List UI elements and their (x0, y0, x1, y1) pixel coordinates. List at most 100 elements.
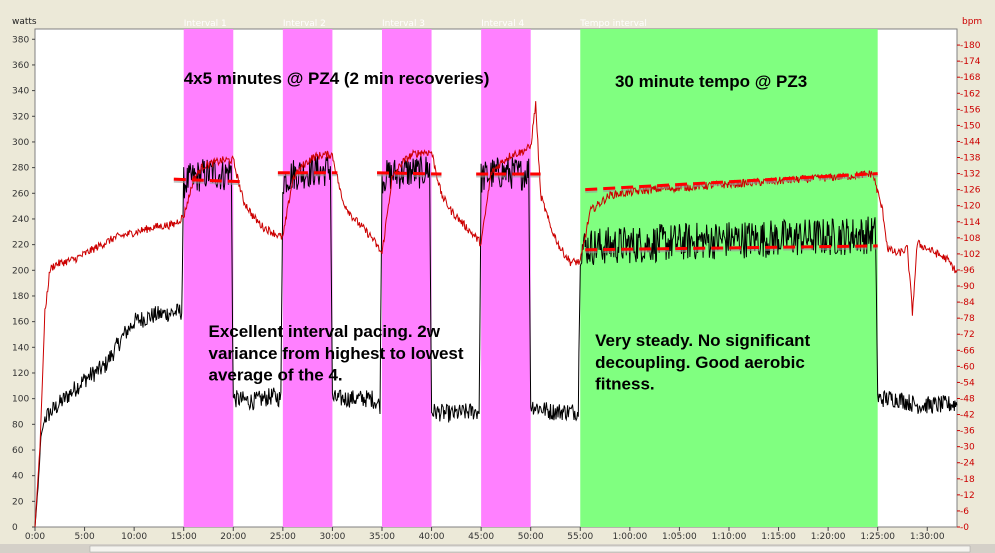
scrollbar-thumb[interactable] (89, 545, 971, 553)
ytick-left-label: 260 (12, 189, 29, 199)
ytick-right-label: -60 (960, 362, 975, 372)
ytick-right-label: -138 (960, 154, 981, 164)
ytick-right-label: -126 (960, 186, 981, 196)
trend-line-1 (173, 177, 244, 184)
trend-line-5 (585, 244, 878, 252)
left-axis-unit: watts (12, 17, 37, 27)
annotation-3: Excellent interval pacing. 2w (208, 322, 440, 341)
ytick-right-label: -72 (960, 330, 975, 340)
ytick-right-label: -0 (960, 523, 969, 533)
trend-line-3 (377, 171, 442, 176)
xtick-label: 1:20:00 (811, 532, 846, 542)
xtick-label: 55:00 (567, 532, 593, 542)
xtick-label: 25:00 (270, 532, 296, 542)
xtick-label: 1:10:00 (712, 532, 747, 542)
xtick-label: 1:00:00 (612, 532, 647, 542)
annotation-6: Very steady. No significant (595, 331, 810, 350)
ytick-left-label: 380 (12, 35, 29, 45)
xtick-label: 0:00 (25, 532, 45, 542)
ytick-right-label: -36 (960, 427, 975, 437)
xtick-label: 30:00 (319, 532, 345, 542)
ytick-right-label: -150 (960, 121, 981, 131)
ytick-left-label: 240 (12, 215, 29, 225)
xtick-label: 1:15:00 (761, 532, 796, 542)
ytick-left-label: 360 (12, 61, 29, 71)
xtick-label: 20:00 (220, 532, 246, 542)
ytick-left-label: 120 (12, 369, 29, 379)
xtick-label: 15:00 (171, 532, 197, 542)
region-2 (282, 29, 333, 527)
region-1 (183, 29, 234, 527)
annotation-2: 30 minute tempo @ PZ3 (615, 72, 807, 91)
ytick-right-label: -66 (960, 346, 975, 356)
ytick-right-label: -180 (960, 41, 981, 51)
ytick-left-label: 340 (12, 87, 29, 97)
region-label-4: Interval 4 (481, 19, 524, 29)
xtick-label: 1:25:00 (860, 532, 895, 542)
region-label-2: Interval 2 (283, 19, 326, 29)
ytick-left-label: 320 (12, 112, 29, 122)
xtick-label: 10:00 (121, 532, 147, 542)
ytick-right-label: -12 (960, 491, 975, 501)
ytick-right-label: -156 (960, 105, 981, 115)
ytick-right-label: -96 (960, 266, 975, 276)
right-axis-unit: bpm (962, 17, 982, 27)
ytick-left-label: 300 (12, 138, 29, 148)
ytick-right-label: -18 (960, 475, 975, 485)
annotation-8: fitness. (595, 375, 655, 394)
trend-line-shadow (377, 173, 442, 178)
ytick-left-label: 60 (12, 446, 24, 456)
ytick-left-label: 160 (12, 318, 29, 328)
trend-line-shadow (585, 174, 878, 194)
ytick-right-label: -120 (960, 202, 981, 212)
ytick-left-label: 0 (12, 523, 18, 533)
ytick-left-label: 140 (12, 343, 29, 353)
ytick-right-label: -90 (960, 282, 975, 292)
xtick-label: 35:00 (369, 532, 395, 542)
ytick-right-label: -132 (960, 170, 980, 180)
ytick-right-label: -162 (960, 89, 980, 99)
ytick-right-label: -168 (960, 73, 981, 83)
ytick-right-label: -144 (960, 137, 981, 147)
region-label-1: Interval 1 (184, 19, 227, 29)
ytick-left-label: 220 (12, 241, 29, 251)
axes: 0 20 40 60 80 100 120 140 160 180 200 220 240 260 280 3… (12, 35, 981, 542)
annotation-7: decoupling. Good aerobic (595, 353, 805, 372)
ytick-left-label: 80 (12, 420, 24, 430)
annotations: 4x5 minutes @ PZ4 (2 min recoveries) 30 m… (184, 69, 811, 393)
ytick-right-label: -84 (960, 298, 975, 308)
annotation-5: average of the 4. (208, 366, 342, 385)
ytick-right-label: -174 (960, 57, 981, 67)
xtick-label: 5:00 (74, 532, 94, 542)
region-label-5: Tempo interval (579, 19, 647, 29)
ytick-right-label: -102 (960, 250, 980, 260)
ytick-right-label: -114 (960, 218, 981, 228)
ytick-right-label: -78 (960, 314, 975, 324)
trend-lines (173, 171, 878, 254)
xtick-label: 50:00 (518, 532, 544, 542)
ytick-right-label: -30 (960, 443, 975, 453)
ytick-left-label: 20 (12, 497, 24, 507)
xtick-label: 1:05:00 (662, 532, 697, 542)
annotation-1: 4x5 minutes @ PZ4 (2 min recoveries) (184, 69, 490, 88)
trend-line-shadow (585, 246, 878, 254)
region-3 (381, 29, 432, 527)
ytick-left-label: 180 (12, 292, 29, 302)
ytick-left-label: 40 (12, 472, 24, 482)
ytick-left-label: 280 (12, 164, 29, 174)
region-4 (481, 29, 531, 527)
ytick-right-label: -24 (960, 459, 975, 469)
xtick-label: 40:00 (419, 532, 445, 542)
interval-regions (183, 29, 878, 527)
region-label-3: Interval 3 (382, 19, 425, 29)
trend-line-6 (585, 172, 878, 192)
ytick-right-label: -6 (960, 507, 969, 517)
ytick-left-label: 100 (12, 395, 29, 405)
annotation-4: variance from highest to lowest (208, 344, 463, 363)
xtick-label: 1:30:00 (910, 532, 945, 542)
ytick-right-label: -48 (960, 394, 975, 404)
interval-labels: Interval 1 Interval 2 Interval 3 Interval 4… (184, 19, 647, 29)
ytick-right-label: -42 (960, 411, 975, 421)
xtick-label: 45:00 (468, 532, 494, 542)
